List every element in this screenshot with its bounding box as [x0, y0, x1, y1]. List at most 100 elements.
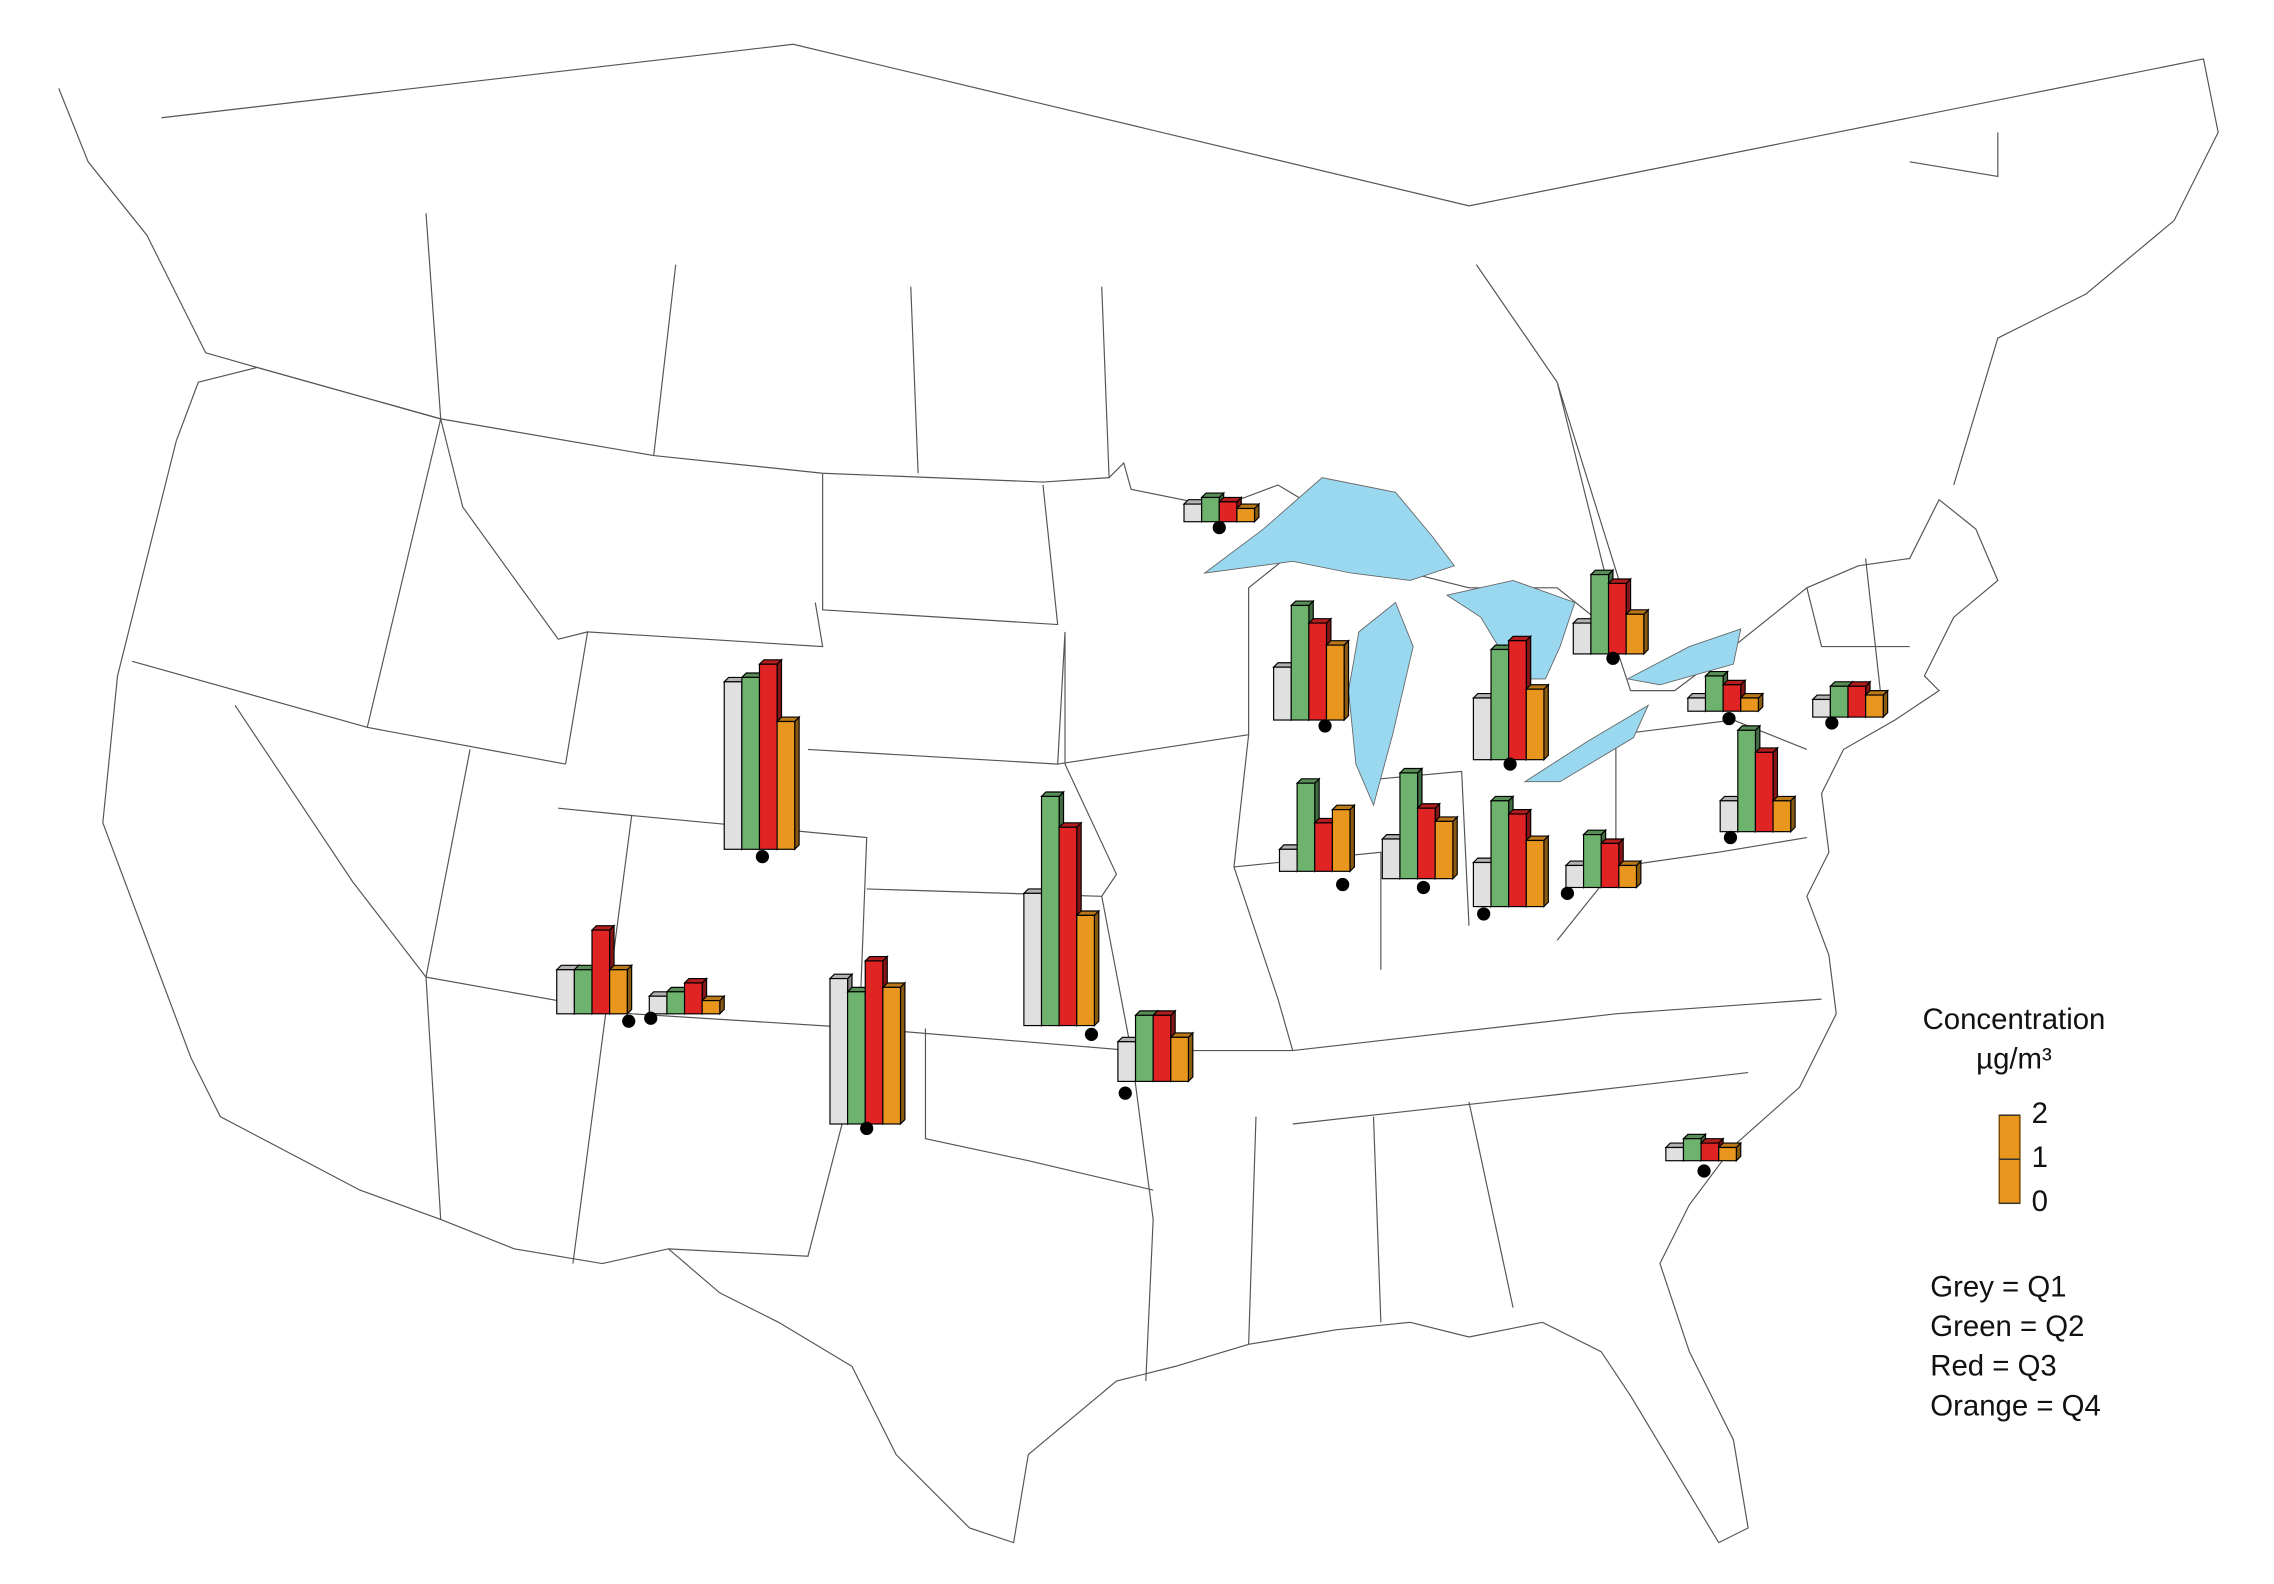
bar-top	[1040, 791, 1065, 797]
site-chart	[1380, 767, 1459, 895]
site-dot	[1477, 907, 1491, 921]
bar	[1687, 697, 1707, 712]
site-chart	[1116, 1009, 1195, 1100]
bar-top	[1699, 1138, 1725, 1144]
bar	[776, 720, 796, 850]
bar	[1152, 1014, 1172, 1082]
bar	[1308, 622, 1328, 721]
bar-top	[1507, 809, 1533, 815]
bar-top	[1151, 1010, 1177, 1016]
bar	[1058, 826, 1078, 1027]
site-dot	[1697, 1164, 1711, 1178]
bar	[1314, 822, 1333, 872]
bar-side	[1452, 815, 1458, 881]
bar-side	[1643, 608, 1649, 656]
bar	[1490, 648, 1510, 761]
bar	[1590, 574, 1610, 655]
legend: Concentration µg/m³ 0 1 2 Grey = Q1 Green = …	[1923, 1003, 2106, 1422]
bar	[1737, 729, 1757, 833]
bar-top	[1524, 684, 1550, 690]
site-dot	[755, 850, 770, 864]
bar-top	[1624, 609, 1650, 615]
lake-superior	[1202, 477, 1456, 581]
bar-side	[899, 981, 906, 1126]
bar	[648, 995, 668, 1015]
bar-top	[1607, 578, 1632, 584]
bar-side	[794, 715, 800, 851]
site-dot	[1118, 1086, 1132, 1100]
state-lines	[132, 366, 1910, 1382]
bar-top	[1736, 725, 1762, 731]
bar	[1565, 864, 1585, 889]
bar	[1416, 807, 1436, 880]
bar	[1525, 839, 1545, 908]
bar-top	[1200, 492, 1226, 499]
bar	[1865, 694, 1884, 718]
bar-top	[1169, 1032, 1195, 1038]
scale-tick-label: 2	[2032, 1097, 2048, 1130]
bar	[1434, 820, 1454, 880]
bar	[1740, 697, 1759, 712]
bar	[1040, 795, 1060, 1027]
bar-top	[1739, 692, 1765, 699]
bar	[1183, 503, 1203, 523]
bar	[1218, 501, 1238, 523]
bar-side	[1349, 803, 1355, 873]
bar-top	[1846, 681, 1872, 687]
site-dot	[1336, 877, 1350, 892]
bar-top	[608, 964, 634, 971]
lake-erie	[1523, 704, 1650, 783]
bar-top	[1489, 795, 1515, 802]
bar	[701, 1000, 721, 1015]
bar	[1508, 813, 1527, 908]
bar-top	[1433, 816, 1459, 822]
site-chart	[828, 955, 907, 1136]
site-dot	[1212, 520, 1226, 535]
legend-entry: Orange = Q4	[1930, 1389, 2101, 1422]
bar	[1618, 864, 1638, 889]
bar	[1134, 1014, 1154, 1082]
site-chart	[644, 977, 726, 1025]
bar-side	[1543, 683, 1549, 762]
lake-michigan	[1348, 601, 1414, 807]
bar	[864, 960, 884, 1125]
lake-ontario	[1626, 628, 1742, 686]
bar	[1754, 751, 1774, 833]
bar-top	[1235, 503, 1261, 510]
bar-top	[1771, 795, 1797, 802]
bar	[1236, 507, 1256, 523]
site-dot	[1723, 830, 1738, 845]
site-chart	[1811, 680, 1890, 730]
site-chart	[1718, 724, 1797, 845]
scale-title: Concentration	[1923, 1003, 2106, 1036]
bar	[1278, 848, 1298, 872]
site-chart	[555, 924, 636, 1028]
site-dot	[1560, 886, 1575, 900]
site-dot	[860, 1121, 874, 1136]
scale-tick-label: 0	[2032, 1185, 2048, 1218]
bar-side	[1543, 834, 1549, 908]
bar	[1117, 1041, 1137, 1082]
scale-unit: µg/m³	[1976, 1043, 2052, 1076]
bar-top	[863, 955, 889, 962]
bar	[1525, 688, 1545, 761]
bar-top	[1599, 838, 1625, 845]
bar	[1682, 1138, 1702, 1162]
bar-top	[758, 659, 783, 665]
bar	[1812, 698, 1831, 718]
bar	[1607, 582, 1627, 655]
bar-top	[828, 973, 854, 980]
site-dot	[1606, 651, 1620, 665]
bar-side	[1187, 1031, 1194, 1083]
bar-side	[1790, 794, 1796, 834]
bar	[1772, 800, 1792, 833]
bar	[758, 663, 778, 850]
bar	[1829, 685, 1849, 718]
bar	[1704, 675, 1724, 712]
scale-tick-label: 1	[2032, 1141, 2048, 1174]
bar-top	[1704, 670, 1729, 677]
bar	[1472, 697, 1492, 761]
site-charts	[555, 491, 1890, 1178]
site-chart	[1560, 828, 1643, 900]
